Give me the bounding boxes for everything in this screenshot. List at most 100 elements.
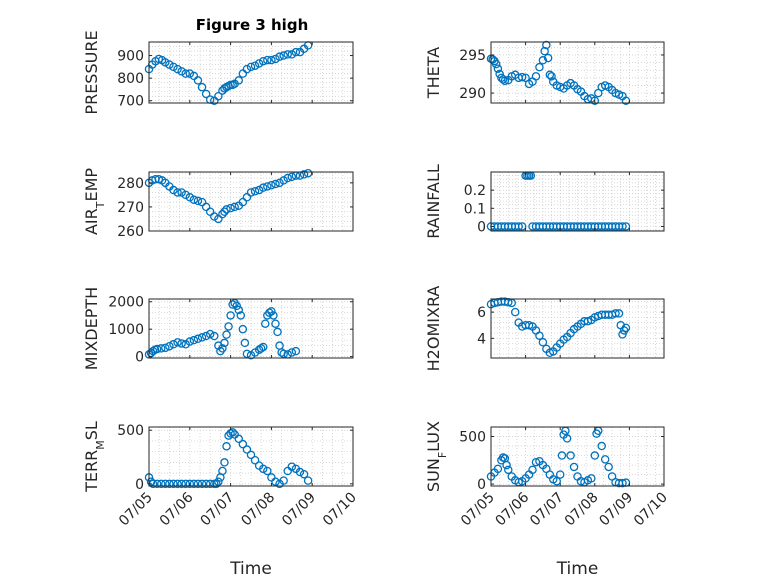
y-tick-label: 0.1 (464, 201, 486, 217)
panel-pressure: 700 800 900 PRESSURE (82, 30, 354, 115)
data-point (275, 52, 284, 61)
data-point (267, 55, 276, 65)
y-tick-label: 1000 (108, 322, 144, 338)
data-point (228, 428, 237, 437)
data-point (220, 338, 229, 348)
axes-box (148, 426, 354, 487)
data-point (287, 348, 297, 357)
data-point (214, 477, 223, 486)
axes-box (148, 41, 354, 104)
data-point (267, 307, 276, 316)
axes-box (490, 171, 665, 232)
grid-lines (148, 41, 354, 103)
data-point (263, 182, 272, 191)
y-axis-label: SUNFLUX (424, 421, 449, 492)
x-tick-label: 07/07 (198, 490, 238, 530)
data-point (493, 464, 503, 474)
data-point (201, 331, 211, 341)
data-point (234, 305, 244, 315)
data-point (521, 73, 530, 83)
data-point (600, 455, 610, 464)
plot-area (491, 172, 664, 231)
data-point (212, 479, 221, 489)
data-point (218, 209, 227, 219)
data-point (238, 197, 248, 207)
data-point (242, 64, 252, 74)
x-tick-label: 07/10 (320, 490, 360, 530)
series-markers (144, 298, 301, 360)
data-point (246, 188, 256, 197)
data-point (234, 434, 244, 444)
panel-theta: 290 295 THETA (424, 40, 665, 105)
data-point (210, 212, 219, 221)
data-point (528, 465, 537, 475)
data-point (254, 59, 264, 68)
series-markers (144, 168, 313, 224)
data-point (502, 460, 511, 470)
data-point (535, 62, 544, 72)
data-point (238, 324, 248, 334)
data-point (165, 341, 174, 351)
axes-box (490, 41, 665, 104)
data-point (185, 69, 195, 78)
y-tick-label: 0.2 (464, 183, 486, 199)
data-point (169, 62, 178, 72)
data-point (205, 207, 215, 216)
data-point (242, 349, 252, 359)
data-point (218, 466, 227, 476)
plot-area (149, 427, 353, 486)
data-point (283, 50, 292, 59)
x-tick-label: 07/06 (157, 489, 197, 529)
data-point (201, 479, 211, 489)
axes-box (490, 298, 665, 359)
axes-box (148, 298, 354, 359)
data-point (295, 467, 305, 477)
data-point (197, 479, 207, 489)
x-tick-label: 07/05 (458, 490, 498, 530)
data-point (271, 319, 280, 328)
data-point (205, 329, 215, 339)
data-point (220, 207, 229, 216)
data-point (193, 76, 203, 85)
data-point (614, 309, 624, 318)
y-tick-label: 4 (477, 331, 486, 347)
panel-air-temp: 260 270 280 AIRTEMP (82, 168, 354, 240)
y-axis-label: TERRMSL (82, 421, 107, 493)
data-point (197, 333, 207, 342)
data-point (510, 307, 520, 317)
data-point (254, 185, 264, 195)
y-axis-label: AIRTEMP (82, 168, 107, 235)
data-point (504, 465, 513, 475)
y-tick-label: 0 (135, 350, 144, 366)
data-point (189, 335, 199, 345)
y-tick-label: 700 (117, 94, 144, 110)
data-point (181, 69, 190, 78)
data-point (238, 439, 248, 449)
series-markers (144, 41, 313, 105)
data-point (177, 67, 186, 76)
data-point (234, 76, 244, 85)
series-markers (486, 40, 631, 105)
data-point (299, 170, 309, 179)
data-point (538, 56, 548, 65)
data-point (222, 330, 231, 339)
series-markers (144, 428, 313, 489)
data-point (279, 176, 288, 185)
data-point (236, 311, 246, 320)
data-point (228, 300, 237, 309)
grid-lines (490, 299, 665, 358)
data-point (197, 82, 207, 92)
grid-lines (148, 427, 354, 486)
data-point (514, 222, 523, 231)
x-tick-label: 07/09 (596, 490, 636, 530)
data-point (177, 339, 186, 348)
data-point (275, 178, 284, 188)
data-point (273, 327, 282, 337)
data-point (258, 342, 268, 352)
y-tick-label: 260 (117, 224, 144, 240)
figure-title: Figure 3 high (196, 16, 309, 34)
data-point (538, 338, 548, 347)
y-tick-label: 500 (459, 430, 486, 446)
data-point (156, 344, 166, 353)
data-point (161, 58, 170, 67)
